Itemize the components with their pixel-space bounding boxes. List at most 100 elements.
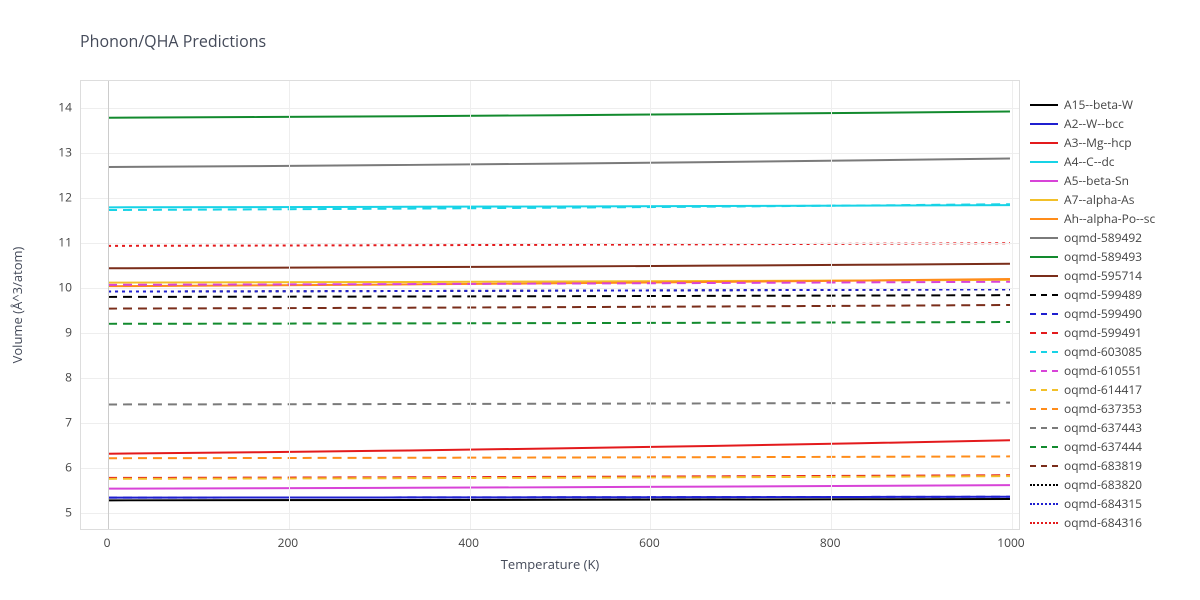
legend-swatch bbox=[1030, 308, 1058, 320]
legend-label: oqmd-589493 bbox=[1064, 248, 1142, 265]
gridline-h bbox=[81, 378, 1019, 379]
legend-swatch bbox=[1030, 232, 1058, 244]
legend-label: oqmd-637353 bbox=[1064, 400, 1142, 417]
gridline-h bbox=[81, 288, 1019, 289]
plot-lines-svg bbox=[81, 81, 1019, 529]
gridline-h bbox=[81, 468, 1019, 469]
y-axis-label: Volume (Å^3/atom) bbox=[8, 247, 26, 364]
y-tick-label: 8 bbox=[22, 369, 72, 386]
legend-item[interactable]: oqmd-599490 bbox=[1030, 304, 1155, 323]
x-tick-label: 0 bbox=[104, 534, 111, 551]
y-tick-label: 10 bbox=[22, 279, 72, 296]
legend-label: Ah--alpha-Po--sc bbox=[1064, 210, 1155, 227]
series-line[interactable] bbox=[108, 322, 1010, 324]
legend-item[interactable]: oqmd-589493 bbox=[1030, 247, 1155, 266]
legend-swatch bbox=[1030, 479, 1058, 491]
legend-item[interactable]: oqmd-599491 bbox=[1030, 323, 1155, 342]
legend-item[interactable]: oqmd-684315 bbox=[1030, 494, 1155, 513]
series-line[interactable] bbox=[108, 264, 1010, 268]
legend-label: oqmd-684316 bbox=[1064, 514, 1142, 531]
legend-item[interactable]: A7--alpha-As bbox=[1030, 190, 1155, 209]
gridline-h bbox=[81, 198, 1019, 199]
y-tick-label: 5 bbox=[22, 504, 72, 521]
legend[interactable]: A15--beta-W A2--W--bcc A3--Mg--hcpA4--C--d… bbox=[1030, 95, 1155, 532]
legend-item[interactable]: oqmd-684316 bbox=[1030, 513, 1155, 532]
legend-item[interactable]: oqmd-610551 bbox=[1030, 361, 1155, 380]
legend-item[interactable]: Ah--alpha-Po--sc bbox=[1030, 209, 1155, 228]
legend-item[interactable]: oqmd-599489 bbox=[1030, 285, 1155, 304]
legend-label: oqmd-683819 bbox=[1064, 457, 1142, 474]
legend-item[interactable]: oqmd-603085 bbox=[1030, 342, 1155, 361]
x-tick-label: 800 bbox=[820, 534, 841, 551]
legend-swatch bbox=[1030, 118, 1058, 130]
series-line[interactable] bbox=[108, 440, 1010, 453]
legend-swatch bbox=[1030, 517, 1058, 529]
legend-item[interactable]: A3--Mg--hcp bbox=[1030, 133, 1155, 152]
series-line[interactable] bbox=[108, 485, 1010, 489]
legend-item[interactable]: A2--W--bcc bbox=[1030, 114, 1155, 133]
gridline-v bbox=[108, 81, 109, 529]
legend-item[interactable]: A15--beta-W bbox=[1030, 95, 1155, 114]
series-line[interactable] bbox=[108, 456, 1010, 458]
legend-swatch bbox=[1030, 175, 1058, 187]
legend-swatch bbox=[1030, 403, 1058, 415]
legend-item[interactable]: oqmd-637444 bbox=[1030, 437, 1155, 456]
legend-label: oqmd-614417 bbox=[1064, 381, 1142, 398]
gridline-h bbox=[81, 108, 1019, 109]
legend-label: A2--W--bcc bbox=[1064, 115, 1124, 132]
legend-item[interactable]: oqmd-683819 bbox=[1030, 456, 1155, 475]
legend-label: A15--beta-W bbox=[1064, 96, 1133, 113]
legend-label: oqmd-599489 bbox=[1064, 286, 1142, 303]
legend-item[interactable]: oqmd-595714 bbox=[1030, 266, 1155, 285]
legend-swatch bbox=[1030, 213, 1058, 225]
legend-swatch bbox=[1030, 346, 1058, 358]
gridline-v bbox=[470, 81, 471, 529]
legend-item[interactable]: A4--C--dc bbox=[1030, 152, 1155, 171]
x-tick-label: 400 bbox=[458, 534, 479, 551]
y-tick-label: 6 bbox=[22, 459, 72, 476]
chart-title: Phonon/QHA Predictions bbox=[80, 30, 266, 52]
legend-item[interactable]: oqmd-614417 bbox=[1030, 380, 1155, 399]
legend-swatch bbox=[1030, 441, 1058, 453]
gridline-h bbox=[81, 333, 1019, 334]
legend-swatch bbox=[1030, 270, 1058, 282]
legend-item[interactable]: oqmd-637443 bbox=[1030, 418, 1155, 437]
x-axis-label: Temperature (K) bbox=[80, 555, 1020, 573]
x-tick-label: 600 bbox=[639, 534, 660, 551]
series-line[interactable] bbox=[108, 289, 1010, 291]
legend-label: oqmd-595714 bbox=[1064, 267, 1142, 284]
legend-label: A5--beta-Sn bbox=[1064, 172, 1129, 189]
gridline-h bbox=[81, 243, 1019, 244]
legend-label: A3--Mg--hcp bbox=[1064, 134, 1132, 151]
gridline-v bbox=[289, 81, 290, 529]
legend-swatch bbox=[1030, 498, 1058, 510]
legend-swatch bbox=[1030, 251, 1058, 263]
legend-label: oqmd-637443 bbox=[1064, 419, 1142, 436]
y-tick-label: 7 bbox=[22, 414, 72, 431]
legend-swatch bbox=[1030, 384, 1058, 396]
series-line[interactable] bbox=[108, 403, 1010, 405]
y-tick-label: 11 bbox=[22, 234, 72, 251]
legend-item[interactable]: oqmd-589492 bbox=[1030, 228, 1155, 247]
plot-area[interactable] bbox=[80, 80, 1020, 530]
series-line[interactable] bbox=[108, 499, 1010, 500]
series-line[interactable] bbox=[108, 295, 1010, 297]
y-tick-label: 13 bbox=[22, 144, 72, 161]
legend-label: oqmd-683820 bbox=[1064, 476, 1142, 493]
legend-item[interactable]: A5--beta-Sn bbox=[1030, 171, 1155, 190]
series-line[interactable] bbox=[108, 159, 1010, 168]
series-line[interactable] bbox=[108, 497, 1010, 498]
legend-label: oqmd-684315 bbox=[1064, 495, 1142, 512]
gridline-h bbox=[81, 513, 1019, 514]
series-line[interactable] bbox=[108, 305, 1010, 309]
y-tick-label: 12 bbox=[22, 189, 72, 206]
legend-item[interactable]: oqmd-637353 bbox=[1030, 399, 1155, 418]
legend-label: oqmd-610551 bbox=[1064, 362, 1142, 379]
legend-item[interactable]: oqmd-683820 bbox=[1030, 475, 1155, 494]
gridline-v bbox=[650, 81, 651, 529]
legend-label: oqmd-637444 bbox=[1064, 438, 1142, 455]
legend-label: oqmd-589492 bbox=[1064, 229, 1142, 246]
legend-swatch bbox=[1030, 99, 1058, 111]
series-line[interactable] bbox=[108, 111, 1010, 117]
legend-label: oqmd-603085 bbox=[1064, 343, 1142, 360]
